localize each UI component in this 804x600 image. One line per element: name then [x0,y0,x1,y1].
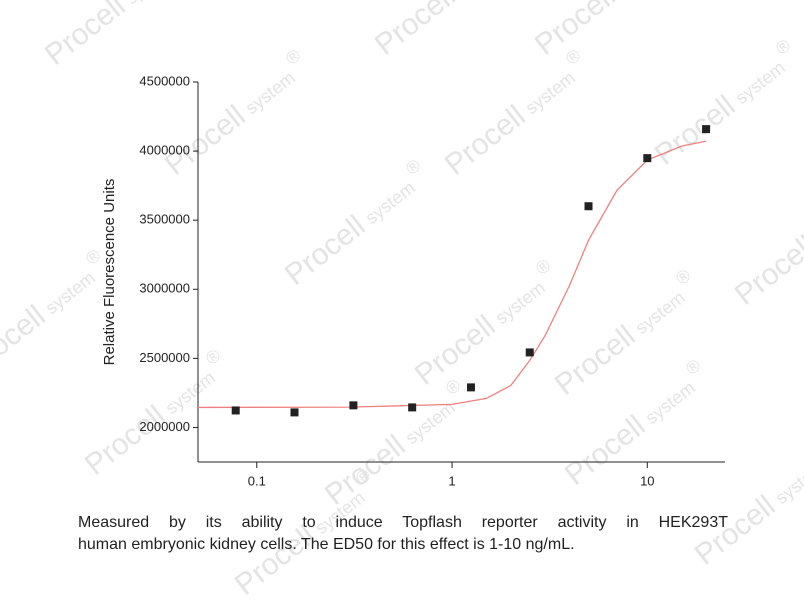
watermark-sub: system [522,67,579,118]
watermark-brand: Procell [729,229,804,311]
y-tick-label: 2000000 [139,419,190,434]
x-tick-label: 1 [448,473,455,488]
x-tick-label: 10 [640,473,654,488]
x-tick-label: 0.1 [248,473,266,488]
watermark-sub: system [242,67,299,118]
watermark-sub: system [632,287,689,338]
y-axis-label: Relative Fluorescence Units [101,179,118,366]
data-point [643,154,652,163]
watermark-sub: system [492,277,549,328]
watermark-mark: ® [682,355,705,379]
data-point [349,401,358,410]
watermark-sub: system [362,177,419,228]
watermark-mark: ® [202,345,225,369]
data-point [525,348,534,357]
caption-line: Measured by its ability to induce Topfla… [78,514,728,531]
y-tick-label: 3500000 [139,212,190,227]
watermark-brand: Procell [549,319,642,401]
y-tick-label: 3000000 [139,281,190,296]
data-point [290,408,299,417]
watermark-brand: Procell [439,99,532,181]
watermark-sub: system [42,267,99,318]
y-tick-label: 2500000 [139,350,190,365]
data-point [702,125,711,134]
data-point [466,383,475,392]
watermark-brand: Procell [649,89,742,171]
watermark-mark: ® [532,255,555,279]
watermark-sub: system [732,57,789,108]
watermark-sub: system [122,0,179,8]
y-tick-label: 4000000 [139,143,190,158]
y-tick-label: 4500000 [139,73,190,88]
watermark-brand: Procell [559,409,652,491]
data-point [231,406,240,415]
watermark-sub: system [162,367,219,418]
watermark-brand: Procell [369,0,462,62]
watermark-brand: Procell [39,0,132,72]
data-point [584,202,593,211]
watermark-sub: system [772,457,804,508]
watermark-brand: Procell [79,399,172,481]
watermark-mark: ® [672,265,695,289]
watermark-brand: Procell [159,99,252,181]
watermark-brand: Procell [0,299,51,381]
watermark-mark: ® [282,45,305,69]
watermark-mark: ® [402,155,425,179]
caption-line: human embryonic kidney cells. The ED50 f… [78,536,575,553]
data-point [408,403,417,412]
watermark-sub: system [642,377,699,428]
watermark-brand: Procell [279,209,372,291]
watermark-mark: ® [772,35,795,59]
